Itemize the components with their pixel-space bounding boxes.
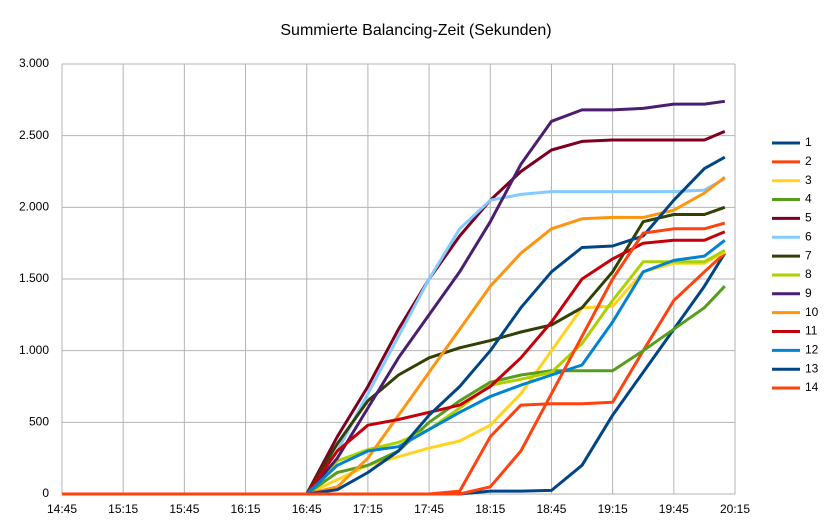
legend-label: 13 xyxy=(805,361,819,375)
x-tick-label: 18:45 xyxy=(536,502,566,516)
legend-label: 7 xyxy=(805,248,812,262)
legend-label: 8 xyxy=(805,267,812,281)
legend-label: 2 xyxy=(805,154,812,168)
series-line xyxy=(62,285,726,496)
legend-label: 9 xyxy=(805,286,812,300)
x-tick-label: 16:15 xyxy=(231,502,261,516)
y-tick-label: 2.500 xyxy=(19,128,49,142)
legend-label: 12 xyxy=(805,343,819,357)
series-line xyxy=(62,239,726,496)
legend-label: 6 xyxy=(805,229,812,243)
x-tick-label: 14:45 xyxy=(47,502,77,516)
series-line xyxy=(62,221,726,496)
y-tick-label: 1.500 xyxy=(19,271,49,285)
legend-label: 3 xyxy=(805,173,812,187)
series-line xyxy=(62,176,726,496)
x-tick-label: 19:45 xyxy=(659,502,689,516)
legend-label: 14 xyxy=(805,380,819,394)
y-tick-label: 0 xyxy=(42,486,49,500)
legend-label: 11 xyxy=(805,324,818,338)
x-tick-label: 15:45 xyxy=(169,502,199,516)
series-line xyxy=(62,248,726,496)
y-tick-label: 500 xyxy=(29,415,49,429)
x-tick-label: 19:15 xyxy=(598,502,628,516)
y-tick-label: 1.000 xyxy=(19,343,49,357)
series-line xyxy=(62,130,726,496)
x-tick-label: 17:15 xyxy=(353,502,383,516)
x-tick-label: 16:45 xyxy=(292,502,322,516)
legend-label: 10 xyxy=(805,305,819,319)
series-line xyxy=(62,230,726,496)
x-tick-label: 17:45 xyxy=(414,502,444,516)
legend-label: 5 xyxy=(805,211,812,225)
x-tick-label: 15:15 xyxy=(108,502,138,516)
series-line xyxy=(62,155,726,496)
x-tick-label: 20:15 xyxy=(720,502,750,516)
series-line xyxy=(62,99,726,496)
y-tick-label: 3.000 xyxy=(19,56,49,70)
x-tick-label: 18:15 xyxy=(475,502,505,516)
legend-label: 4 xyxy=(805,192,812,206)
legend-label: 1 xyxy=(805,135,812,149)
chart-title: Summierte Balancing-Zeit (Sekunden) xyxy=(280,22,551,39)
y-tick-label: 2.000 xyxy=(19,200,49,214)
